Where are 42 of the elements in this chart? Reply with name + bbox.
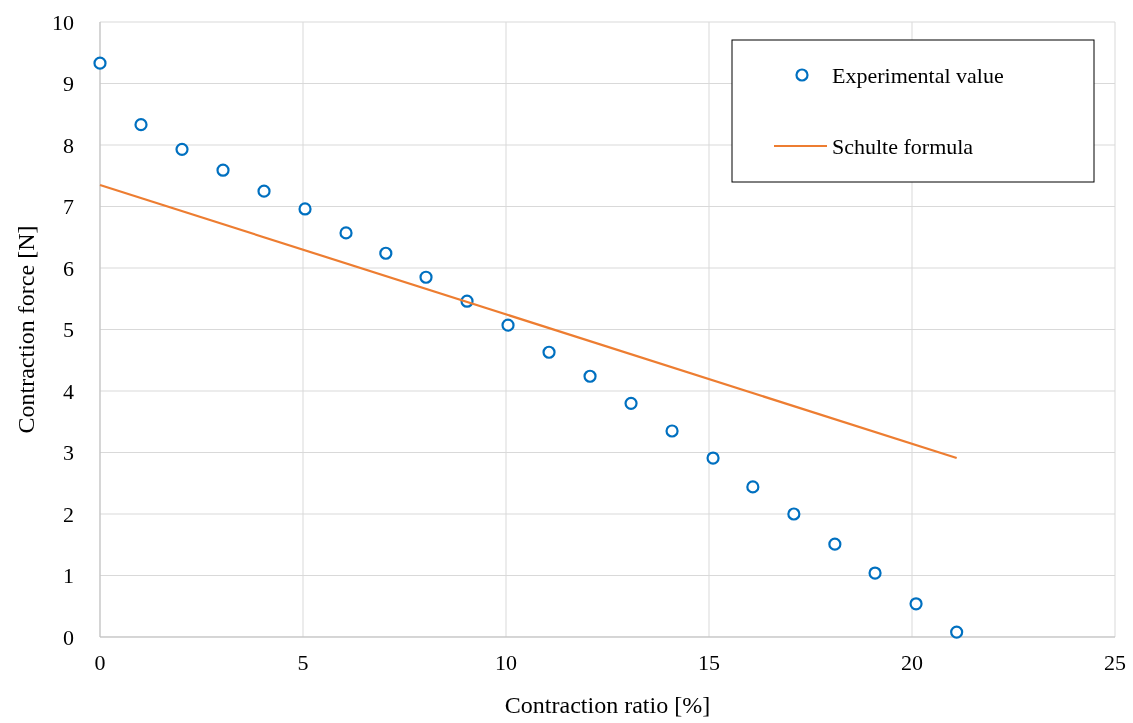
y-tick-label: 0 xyxy=(63,624,74,650)
y-tick-label: 1 xyxy=(63,563,74,589)
y-tick-label: 8 xyxy=(63,132,74,158)
point xyxy=(746,480,760,494)
point xyxy=(624,396,638,410)
y-tick-label: 10 xyxy=(52,9,74,35)
point xyxy=(216,163,230,177)
point xyxy=(379,246,393,260)
point xyxy=(909,597,923,611)
point xyxy=(339,226,353,240)
x-tick-label: 0 xyxy=(94,650,106,675)
point xyxy=(665,424,679,438)
legend-label: Experimental value xyxy=(832,62,1004,88)
x-tick-label: 25 xyxy=(1104,650,1126,675)
x-tick-label: 10 xyxy=(495,650,517,675)
point xyxy=(134,118,148,132)
x-tick-label: 5 xyxy=(297,650,309,675)
point xyxy=(542,345,556,359)
point xyxy=(950,625,964,639)
point xyxy=(583,369,597,383)
point xyxy=(787,507,801,521)
point xyxy=(298,202,312,216)
y-tick-label: 5 xyxy=(63,317,74,343)
y-tick-label: 4 xyxy=(63,378,74,404)
point xyxy=(868,566,882,580)
point xyxy=(828,537,842,551)
point xyxy=(501,318,515,332)
y-tick-label: 3 xyxy=(63,440,74,466)
y-axis-title: Contraction force [N] xyxy=(13,225,39,434)
y-tick-label: 9 xyxy=(63,71,74,97)
point xyxy=(419,270,433,284)
legend-label: Schulte formula xyxy=(832,133,974,159)
x-tick-label: 20 xyxy=(901,650,923,675)
point xyxy=(175,142,189,156)
y-tick-label: 6 xyxy=(63,255,74,281)
x-tick-label: 15 xyxy=(698,650,720,675)
point xyxy=(257,184,271,198)
x-axis-title: Contraction ratio [%] xyxy=(504,692,711,718)
point xyxy=(93,56,107,70)
y-tick-label: 7 xyxy=(63,194,74,220)
y-tick-label: 2 xyxy=(63,501,74,527)
point xyxy=(706,451,720,465)
